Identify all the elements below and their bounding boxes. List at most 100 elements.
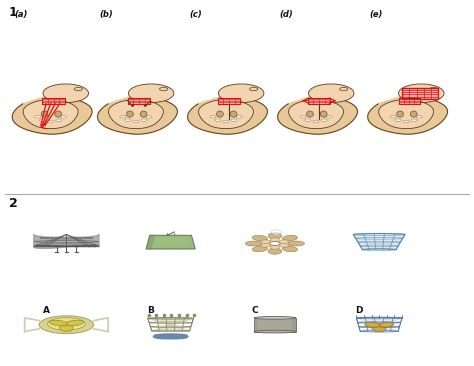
Text: (d): (d)	[280, 10, 293, 19]
Ellipse shape	[279, 240, 289, 243]
Circle shape	[74, 87, 82, 91]
Polygon shape	[98, 96, 177, 134]
Circle shape	[309, 84, 354, 102]
Circle shape	[313, 120, 319, 123]
Polygon shape	[34, 235, 99, 249]
Circle shape	[210, 115, 216, 118]
Ellipse shape	[127, 111, 133, 117]
Ellipse shape	[373, 326, 386, 332]
Ellipse shape	[378, 322, 394, 327]
Circle shape	[43, 84, 89, 102]
Circle shape	[395, 119, 401, 122]
Text: (e): (e)	[370, 10, 383, 19]
Circle shape	[403, 120, 409, 123]
Text: D: D	[356, 306, 363, 315]
Ellipse shape	[49, 320, 68, 326]
Circle shape	[271, 230, 282, 234]
Polygon shape	[148, 318, 193, 331]
Circle shape	[321, 119, 327, 122]
Ellipse shape	[39, 316, 94, 334]
Bar	[254, 318, 257, 332]
Circle shape	[416, 116, 422, 118]
Polygon shape	[379, 100, 434, 128]
Polygon shape	[23, 100, 78, 128]
Text: B: B	[147, 306, 154, 315]
Ellipse shape	[268, 248, 282, 254]
Ellipse shape	[41, 111, 48, 117]
Ellipse shape	[397, 111, 403, 117]
Bar	[218, 98, 240, 104]
Bar	[402, 88, 438, 98]
Circle shape	[250, 87, 258, 91]
Circle shape	[326, 116, 332, 118]
Polygon shape	[356, 317, 402, 331]
Circle shape	[133, 120, 139, 123]
Circle shape	[340, 87, 348, 91]
Circle shape	[390, 115, 396, 118]
Circle shape	[236, 116, 242, 118]
Bar	[42, 98, 65, 104]
Bar	[399, 98, 420, 104]
Polygon shape	[146, 235, 155, 249]
Bar	[308, 98, 330, 104]
Circle shape	[35, 115, 41, 118]
Ellipse shape	[261, 244, 271, 247]
Circle shape	[300, 115, 306, 118]
Text: A: A	[43, 306, 50, 315]
Ellipse shape	[254, 317, 296, 319]
Polygon shape	[146, 235, 195, 249]
Circle shape	[305, 119, 311, 122]
Polygon shape	[154, 237, 188, 246]
Polygon shape	[37, 246, 66, 247]
Ellipse shape	[261, 240, 271, 243]
Circle shape	[223, 120, 229, 123]
Circle shape	[411, 119, 417, 122]
Polygon shape	[188, 96, 267, 134]
Ellipse shape	[47, 318, 85, 330]
Text: (a): (a)	[14, 10, 27, 19]
Polygon shape	[54, 246, 79, 247]
Circle shape	[215, 119, 221, 122]
Circle shape	[160, 87, 168, 91]
Ellipse shape	[283, 235, 298, 241]
Ellipse shape	[55, 111, 62, 117]
Circle shape	[399, 84, 444, 102]
Polygon shape	[289, 100, 344, 128]
Circle shape	[55, 119, 62, 122]
Polygon shape	[66, 246, 96, 247]
Polygon shape	[66, 246, 96, 247]
Ellipse shape	[270, 238, 280, 242]
Circle shape	[231, 119, 237, 122]
Circle shape	[39, 119, 46, 122]
Polygon shape	[34, 246, 66, 247]
Ellipse shape	[268, 233, 282, 239]
Circle shape	[128, 84, 174, 102]
Polygon shape	[37, 246, 66, 247]
Text: 1: 1	[9, 6, 17, 19]
Bar	[292, 318, 296, 332]
Ellipse shape	[254, 330, 296, 333]
Polygon shape	[199, 100, 254, 128]
Circle shape	[273, 233, 280, 235]
Ellipse shape	[246, 241, 262, 246]
Circle shape	[141, 119, 147, 122]
Polygon shape	[54, 246, 79, 247]
Polygon shape	[278, 96, 357, 134]
Ellipse shape	[307, 111, 313, 117]
Ellipse shape	[279, 244, 289, 247]
Ellipse shape	[252, 246, 267, 252]
Text: C: C	[251, 306, 258, 315]
Ellipse shape	[230, 111, 237, 117]
Circle shape	[47, 120, 54, 123]
Text: 2: 2	[9, 197, 17, 210]
Ellipse shape	[365, 322, 381, 327]
Ellipse shape	[410, 111, 417, 117]
Text: (b): (b)	[100, 10, 113, 19]
Bar	[254, 318, 296, 332]
Polygon shape	[66, 246, 99, 247]
Circle shape	[125, 119, 131, 122]
Ellipse shape	[288, 241, 304, 246]
Ellipse shape	[65, 320, 83, 326]
Circle shape	[120, 115, 126, 118]
Ellipse shape	[217, 111, 223, 117]
